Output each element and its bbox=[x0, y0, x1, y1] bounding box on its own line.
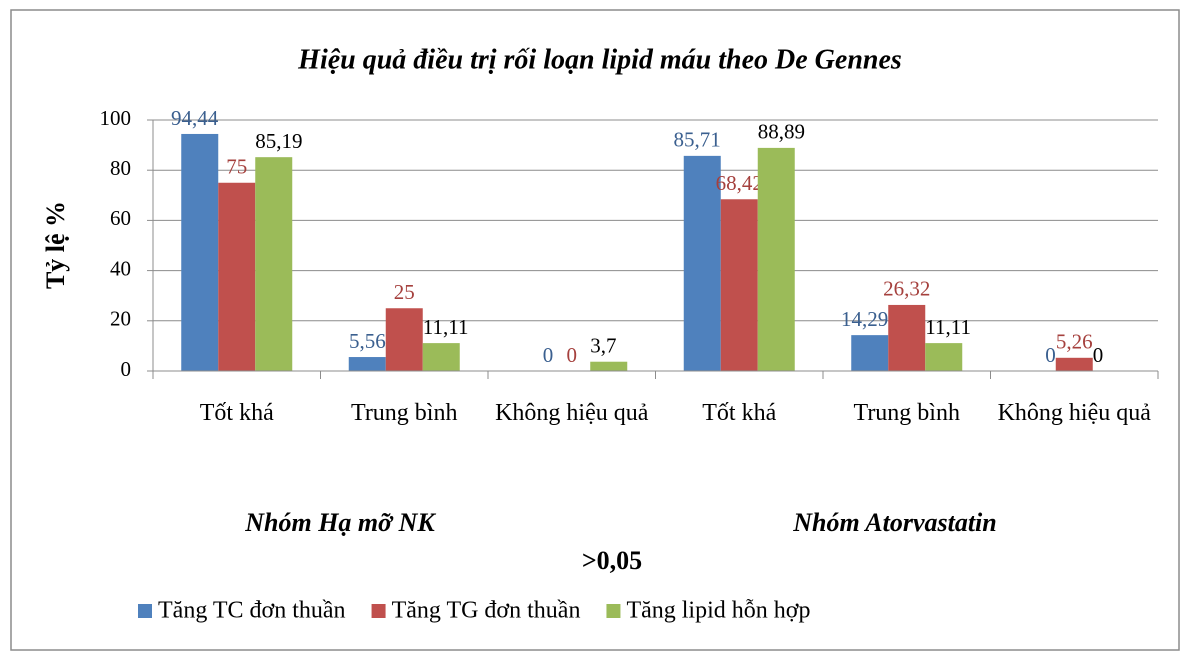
y-axis-label: Tỷ lệ % bbox=[41, 201, 70, 289]
x-tick-label: Không hiệu quả bbox=[997, 400, 1151, 426]
data-label: 68,42 bbox=[716, 171, 763, 195]
data-label: 85,71 bbox=[674, 128, 721, 152]
y-tick-label: 20 bbox=[110, 307, 131, 331]
x-tick-label: Không hiệu quả bbox=[495, 400, 649, 426]
legend-swatch bbox=[138, 604, 152, 618]
data-label: 5,56 bbox=[349, 329, 386, 353]
bar bbox=[925, 343, 963, 371]
data-label: 75 bbox=[226, 155, 247, 179]
data-label: 0 bbox=[543, 343, 554, 367]
bar bbox=[385, 308, 423, 371]
data-label: 94,44 bbox=[171, 106, 219, 130]
data-label: 11,11 bbox=[423, 315, 469, 339]
data-label: 11,11 bbox=[925, 315, 971, 339]
legend-label: Tăng lipid hỗn hợp bbox=[626, 598, 810, 624]
y-tick-label: 100 bbox=[100, 106, 132, 130]
y-tick-label: 0 bbox=[121, 357, 132, 381]
y-tick-label: 80 bbox=[110, 156, 131, 180]
data-label: 5,26 bbox=[1056, 330, 1093, 354]
bar bbox=[181, 133, 219, 371]
bar bbox=[422, 343, 460, 371]
annotation: >0,05 bbox=[582, 546, 642, 575]
y-tick-label: 40 bbox=[110, 256, 131, 280]
data-label: 0 bbox=[1093, 343, 1104, 367]
bar bbox=[218, 182, 256, 371]
data-label: 25 bbox=[394, 280, 415, 304]
bar bbox=[255, 157, 293, 371]
data-label: 85,19 bbox=[255, 129, 302, 153]
bar bbox=[720, 199, 758, 371]
x-tick-label: Tốt khá bbox=[702, 400, 777, 426]
data-label: 3,7 bbox=[590, 334, 616, 358]
bar bbox=[590, 361, 628, 371]
legend-swatch bbox=[606, 604, 621, 618]
bar bbox=[683, 155, 721, 371]
data-label: 14,29 bbox=[841, 307, 888, 331]
bar bbox=[1055, 357, 1093, 371]
data-label: 0 bbox=[1045, 343, 1056, 367]
group-label: Nhóm Hạ mỡ NK bbox=[244, 508, 436, 537]
x-tick-label: Trung bình bbox=[853, 400, 960, 426]
bar bbox=[757, 147, 795, 371]
bar bbox=[888, 304, 926, 371]
x-tick-label: Tốt khá bbox=[199, 400, 274, 426]
group-label: Nhóm Atorvastatin bbox=[792, 508, 996, 537]
chart-frame bbox=[10, 9, 1180, 651]
legend-label: Tăng TG đơn thuần bbox=[392, 598, 581, 624]
legend-label: Tăng TC đơn thuần bbox=[158, 598, 346, 624]
bar bbox=[851, 335, 889, 371]
data-label: 0 bbox=[567, 343, 578, 367]
chart-title: Hiệu quả điều trị rối loạn lipid máu the… bbox=[297, 44, 902, 75]
data-label: 88,89 bbox=[758, 120, 805, 144]
bar bbox=[348, 357, 386, 371]
y-tick-label: 60 bbox=[110, 206, 131, 230]
x-tick-label: Trung bình bbox=[351, 400, 458, 426]
legend-swatch bbox=[371, 604, 386, 618]
data-label: 26,32 bbox=[883, 277, 930, 301]
